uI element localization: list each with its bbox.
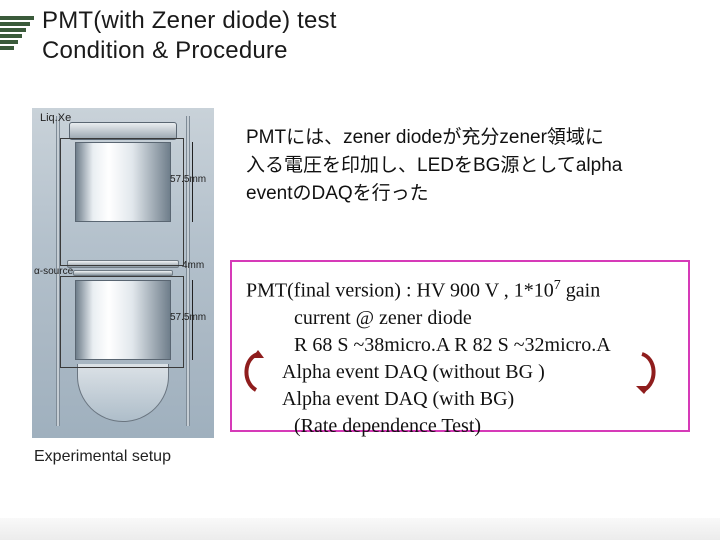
box-line-5: Alpha event DAQ (with BG) [282,386,674,413]
figure-caption: Experimental setup [34,448,171,466]
desc-line-2: 入る電圧を印加し、LEDをBG源としてalpha [246,152,686,180]
slide-footer-bar [0,518,720,540]
box-line-6: (Rate dependence Test) [294,413,674,440]
slide-title: PMT(with Zener diode) test Condition & P… [42,6,337,66]
title-line-2: Condition & Procedure [42,36,337,66]
slide-corner-decoration [0,0,36,60]
title-line-1: PMT(with Zener diode) test [42,6,337,36]
desc-line-1: PMTには、zener diodeが充分zener領域に [246,124,686,152]
description-text: PMTには、zener diodeが充分zener領域に 入る電圧を印加し、LE… [246,124,686,208]
experimental-setup-figure: Liq.Xe 57.5mm 4mm 57.5mm α-source [32,108,214,438]
dim-mid-label: 4mm [182,260,204,271]
box-line-2: current @ zener diode [294,305,674,332]
box-line-4: Alpha event DAQ (without BG ) [282,359,674,386]
liqxe-label: Liq.Xe [40,112,71,124]
box-line-1: PMT(final version) : HV 900 V , 1*107 ga… [246,272,674,305]
parameters-box: PMT(final version) : HV 900 V , 1*107 ga… [230,260,690,432]
cycle-arrow-left-icon [238,348,268,396]
box-line-3: R 68 S ~38micro.A R 82 S ~32micro.A [294,332,674,359]
desc-line-3: eventのDAQを行った [246,180,686,208]
